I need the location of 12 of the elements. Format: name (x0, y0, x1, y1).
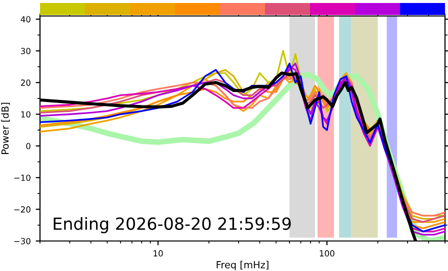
x-axis-title: Freq [mHz] (216, 260, 268, 270)
x-tick-label: 100 (320, 250, 334, 256)
y-tick-label: 40 (20, 16, 30, 22)
annotation: Ending 2026-08-20 21:59:59 (54, 217, 291, 234)
y-tick-label: −20 (14, 206, 30, 213)
y-tick-label: 20 (20, 80, 30, 86)
y-tick-label: 10 (21, 111, 30, 118)
y-tick-label: 0 (26, 142, 30, 150)
y-tick-label: 30 (21, 48, 30, 54)
y-tick-label: −30 (14, 238, 30, 244)
y-axis-title: Power [dB] (1, 102, 10, 154)
y-tick-label: −10 (14, 174, 30, 181)
